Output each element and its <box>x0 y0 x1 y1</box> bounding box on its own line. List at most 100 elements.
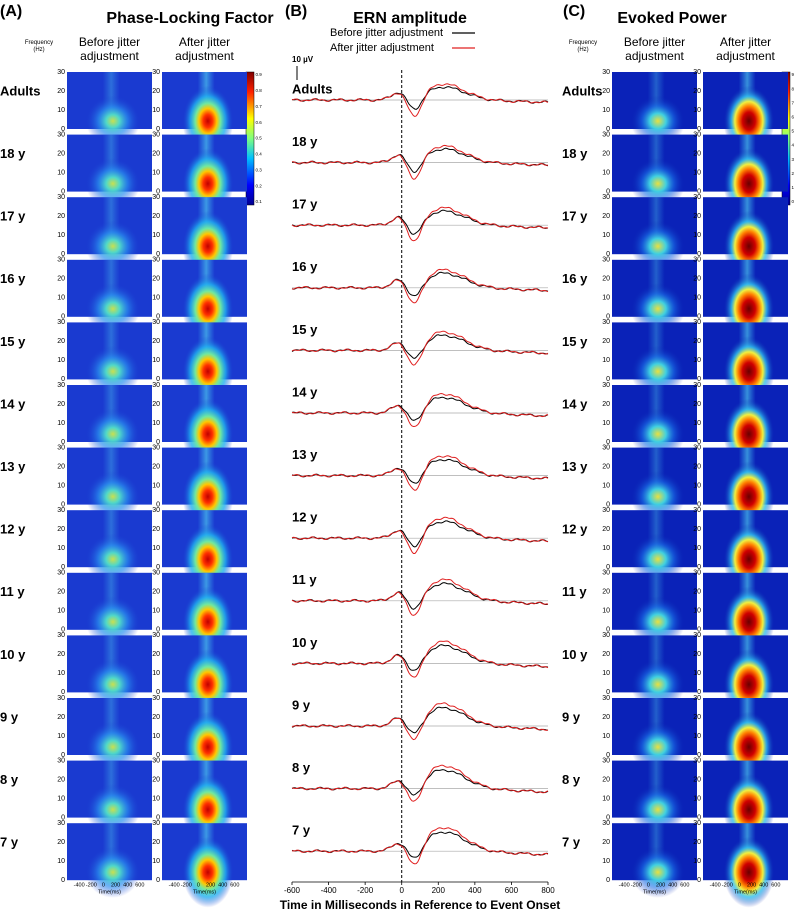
y-tick-label: 10 <box>693 295 701 302</box>
y-tick-label: 0 <box>697 314 701 321</box>
y-tick-label: 10 <box>152 733 160 740</box>
row-label: 16 y <box>292 259 318 274</box>
y-tick-label: 30 <box>693 820 701 827</box>
x-tick-label: 0 <box>197 883 200 889</box>
row-label: 9 y <box>292 697 311 712</box>
heatmap-hotspot <box>630 345 686 398</box>
x-tick-label: -200 <box>357 886 374 895</box>
colorbar-tick-label: 0 <box>792 199 795 204</box>
heatmap <box>67 447 152 523</box>
y-tick-label: 10 <box>152 795 160 802</box>
y-tick-label: 0 <box>697 188 701 195</box>
heatmap-hotspot <box>630 408 686 460</box>
x-tick-label: -400 <box>169 883 180 889</box>
row-label: 14 y <box>562 396 588 411</box>
colorbar-tick-label: 0.6 <box>256 120 263 125</box>
row-label: 7 y <box>0 835 19 850</box>
heatmap-hotspot <box>630 157 686 210</box>
x-tick-label: 0 <box>738 883 741 889</box>
row-label: Adults <box>292 81 332 96</box>
x-tick-label: 0 <box>399 886 404 895</box>
y-tick-label: 20 <box>602 651 610 658</box>
y-tick-label: 30 <box>602 632 610 639</box>
heatmap-hotspot <box>85 658 141 711</box>
x-tick-label: 200 <box>432 886 446 895</box>
y-tick-label: 10 <box>152 232 160 239</box>
after-waveform <box>291 455 549 491</box>
y-tick-label: 20 <box>57 88 65 95</box>
colorbar-tick-label: 0.7 <box>256 104 263 109</box>
y-tick-label: 0 <box>606 814 610 821</box>
y-tick-label: 20 <box>602 276 610 283</box>
y-tick-label: 20 <box>602 526 610 533</box>
x-tick-label: 600 <box>135 883 144 889</box>
y-tick-label: 20 <box>602 88 610 95</box>
heatmap <box>67 698 152 773</box>
heatmap <box>612 259 697 335</box>
x-tick-label: 400 <box>759 883 768 889</box>
heatmap <box>612 572 697 648</box>
y-tick-label: 30 <box>57 69 65 76</box>
row-label: 18 y <box>562 146 588 161</box>
before-waveform <box>291 769 549 796</box>
y-tick-label: 20 <box>602 463 610 470</box>
colorbar-tick-label: 9 <box>792 72 795 77</box>
row-label: 17 y <box>292 197 318 212</box>
colorbar-tick-label: 0.4 <box>256 152 263 157</box>
y-tick-label: 10 <box>152 858 160 865</box>
y-tick-label: 0 <box>61 564 65 571</box>
y-tick-label: 0 <box>61 501 65 508</box>
y-tick-label: 10 <box>602 795 610 802</box>
y-tick-label: 0 <box>606 126 610 133</box>
scale-bar-label: 10 µV <box>292 55 314 64</box>
y-tick-label: 30 <box>152 257 160 264</box>
y-tick-label: 30 <box>152 632 160 639</box>
before-waveform <box>291 147 549 174</box>
after-waveform <box>291 144 549 180</box>
y-tick-label: 20 <box>152 213 160 220</box>
y-tick-label: 0 <box>697 376 701 383</box>
row-label: 13 y <box>562 459 588 474</box>
y-tick-label: 10 <box>57 795 65 802</box>
y-tick-label: 30 <box>693 194 701 201</box>
panel-title: Phase-Locking Factor <box>106 10 273 27</box>
y-tick-label: 0 <box>61 877 65 884</box>
y-tick-label: 30 <box>57 131 65 138</box>
y-tick-label: 0 <box>697 752 701 759</box>
heatmap-hotspot <box>630 783 686 836</box>
y-tick-label: 0 <box>606 752 610 759</box>
y-tick-label: 0 <box>606 689 610 696</box>
y-axis-label: Frequency (Hz) <box>568 40 598 53</box>
row-label: 18 y <box>292 134 318 149</box>
y-tick-label: 10 <box>57 482 65 489</box>
y-tick-label: 0 <box>697 564 701 571</box>
heatmap <box>612 510 697 585</box>
y-tick-label: 20 <box>693 401 701 408</box>
y-tick-label: 10 <box>693 670 701 677</box>
y-tick-label: 30 <box>152 757 160 764</box>
before-waveform <box>291 458 549 484</box>
heatmap <box>612 72 697 147</box>
colorbar-tick-label: 0.3 <box>256 167 263 172</box>
column-header: Before jitter adjustment <box>623 35 686 63</box>
heatmap <box>703 823 788 908</box>
heatmap <box>162 259 247 345</box>
heatmap <box>67 385 152 460</box>
y-tick-label: 0 <box>156 752 160 759</box>
y-tick-label: 10 <box>602 232 610 239</box>
y-tick-label: 20 <box>602 839 610 846</box>
row-label: 13 y <box>292 447 318 462</box>
x-tick-label: 800 <box>541 886 555 895</box>
row-label: 17 y <box>562 209 588 224</box>
after-waveform <box>291 640 549 678</box>
y-tick-label: 20 <box>152 150 160 157</box>
row-label: 14 y <box>292 384 318 399</box>
before-waveform <box>291 706 549 734</box>
y-tick-label: 30 <box>693 444 701 451</box>
row-label: 7 y <box>292 823 311 838</box>
heatmap <box>67 322 152 398</box>
y-tick-label: 20 <box>152 463 160 470</box>
y-tick-label: 10 <box>602 169 610 176</box>
y-tick-label: 0 <box>697 439 701 446</box>
